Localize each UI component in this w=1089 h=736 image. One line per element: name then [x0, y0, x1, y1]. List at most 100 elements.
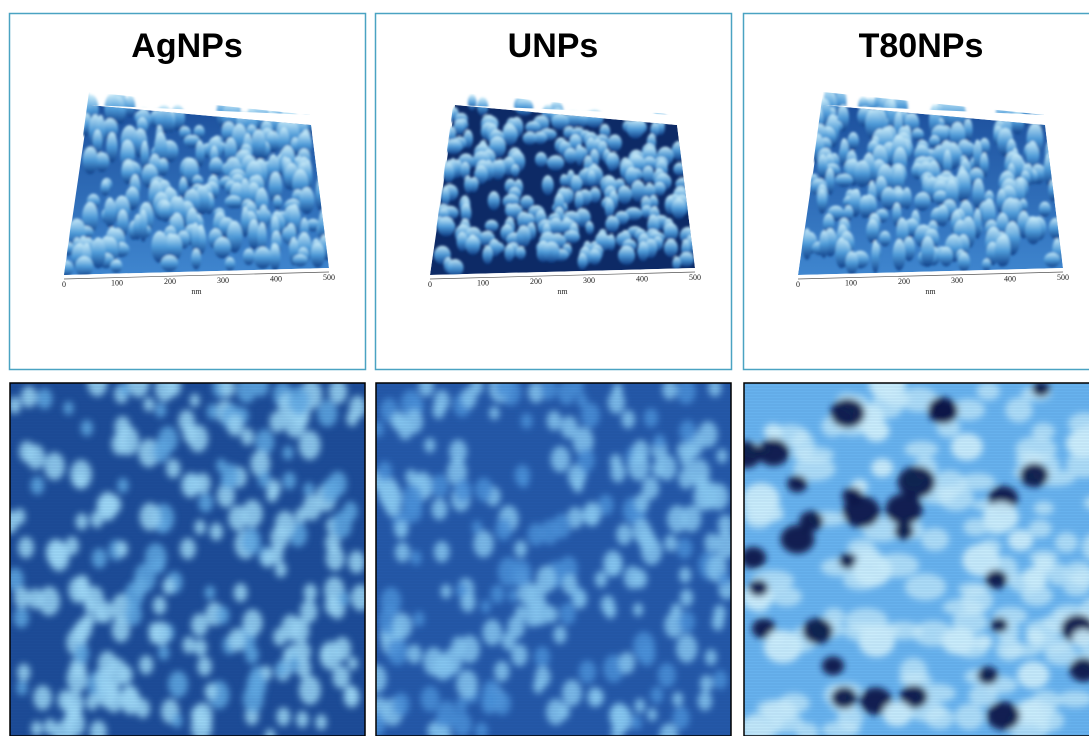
particle: [33, 685, 51, 710]
x-tick-label: 0: [62, 280, 66, 289]
peak: [871, 240, 879, 273]
peak: [482, 246, 492, 265]
particle: [241, 428, 254, 446]
peak: [292, 254, 307, 266]
peak: [860, 195, 870, 218]
texture: [977, 382, 1000, 401]
particle: [449, 440, 467, 464]
peak: [214, 237, 231, 258]
particle: [242, 609, 262, 636]
x-tick-label: 200: [898, 277, 910, 286]
peak: [1025, 218, 1041, 244]
peak: [995, 236, 1010, 267]
particle: [470, 378, 483, 395]
peak: [225, 196, 242, 209]
x-tick-label: 300: [951, 276, 963, 285]
peak: [547, 155, 564, 171]
surface-3d: [798, 77, 1063, 275]
peak: [445, 139, 462, 154]
particle: [540, 378, 557, 400]
peak: [605, 199, 614, 219]
peak: [75, 256, 93, 277]
peak: [485, 220, 499, 232]
peak: [818, 189, 827, 214]
peak: [437, 217, 455, 237]
peak: [1048, 179, 1057, 201]
peak: [82, 146, 98, 174]
peak: [1018, 96, 1032, 126]
x-tick-label: 100: [111, 279, 123, 288]
peak: [937, 205, 948, 227]
particle: [205, 683, 218, 700]
particle: [495, 375, 512, 398]
peak: [605, 216, 619, 233]
particle: [81, 420, 93, 436]
peak: [912, 128, 924, 140]
peak: [525, 121, 540, 134]
texture: [1001, 644, 1041, 657]
x-tick-label: 0: [796, 280, 800, 289]
peak: [466, 236, 481, 255]
peak: [535, 152, 547, 167]
x-tick-label: 300: [583, 276, 595, 285]
particle: [481, 600, 491, 614]
peak: [1049, 218, 1063, 239]
peak: [251, 130, 266, 160]
peak: [1044, 153, 1055, 186]
surface-3d: [430, 94, 697, 276]
peak: [835, 174, 853, 187]
particle: [97, 497, 110, 514]
particle: [858, 626, 894, 657]
texture: [1055, 532, 1078, 552]
peak: [848, 132, 859, 150]
texture: [837, 705, 863, 730]
particle: [541, 520, 560, 545]
peak: [209, 158, 224, 176]
peak: [854, 160, 870, 187]
x-tick-label: 500: [1057, 273, 1069, 282]
peak: [504, 244, 514, 262]
peak: [270, 245, 281, 271]
particle: [609, 703, 629, 729]
particle: [1020, 463, 1049, 488]
axis-unit: nm: [191, 287, 202, 296]
peak: [672, 141, 687, 161]
x-tick-label: 400: [1004, 274, 1016, 283]
peak: [618, 246, 635, 265]
peak: [627, 119, 644, 138]
peak: [161, 255, 179, 272]
particle: [423, 647, 444, 676]
particle: [338, 591, 349, 606]
peak: [1044, 253, 1060, 268]
particle: [802, 618, 832, 644]
peak: [477, 97, 488, 116]
peak: [273, 196, 282, 210]
texture: [905, 573, 946, 600]
peak: [254, 247, 272, 269]
peak: [243, 248, 255, 265]
peak: [104, 197, 116, 227]
particle: [521, 413, 533, 429]
panel-title: UNPs: [508, 27, 599, 65]
x-tick-label: 400: [636, 274, 648, 283]
peak: [586, 110, 604, 128]
particle: [14, 587, 30, 608]
x-tick-label: 500: [323, 273, 335, 282]
particle: [647, 708, 657, 722]
peak: [982, 258, 991, 271]
particle: [652, 461, 664, 478]
particle: [247, 672, 267, 699]
particle: [842, 487, 863, 505]
particle: [191, 706, 205, 725]
particle: [708, 379, 721, 397]
panel-title: T80NPs: [859, 27, 984, 65]
particle: [944, 627, 976, 654]
peak: [575, 144, 583, 165]
peak: [574, 191, 583, 210]
peak: [316, 178, 325, 211]
particle: [221, 474, 232, 489]
peak: [516, 246, 526, 259]
peak: [819, 230, 828, 258]
particle: [572, 378, 584, 395]
x-tick-label: 200: [164, 277, 176, 286]
